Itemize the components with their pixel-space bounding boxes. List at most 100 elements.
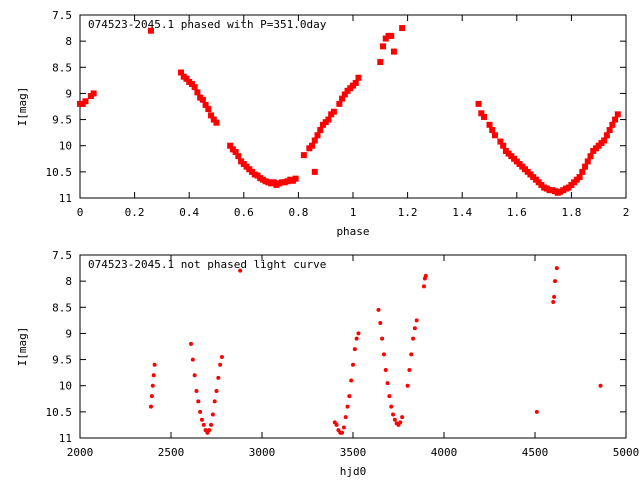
chart-2-data-point — [218, 362, 223, 367]
chart-2-data-point — [554, 266, 559, 271]
chart-2-data-point — [340, 430, 345, 435]
chart-2-data-point — [387, 394, 392, 399]
chart-2-data-point — [345, 404, 350, 409]
chart-2-data-point — [189, 341, 194, 346]
chart-1-x-tick-label: 0.8 — [288, 206, 308, 219]
chart-2-data-point — [389, 404, 394, 409]
chart-2-data-point — [385, 381, 390, 386]
chart-2-data-point — [553, 279, 558, 284]
chart-2-data-point — [411, 336, 416, 341]
chart-1-data-point — [202, 101, 209, 108]
chart-1-data-point — [399, 25, 406, 32]
chart-2-x-tick-label: 2000 — [67, 446, 94, 459]
chart-1-x-tick-label: 1.6 — [507, 206, 527, 219]
chart-2-data-point — [349, 378, 354, 383]
chart-2-data-point — [378, 320, 383, 325]
chart-2-x-tick-label: 4000 — [431, 446, 458, 459]
chart-1-data-point — [300, 152, 307, 159]
chart-1-x-tick-label: 1.4 — [452, 206, 472, 219]
chart-1-data-point — [311, 137, 318, 144]
chart-1-x-tick-label: 1.2 — [398, 206, 418, 219]
chart-1-data-point — [587, 153, 594, 160]
chart-2-data-point — [356, 331, 361, 336]
chart-1-data-point — [292, 175, 299, 182]
chart-2-y-tick-label: 9.5 — [52, 354, 72, 367]
chart-2-data-point — [409, 352, 414, 357]
chart-2-y-tick-label: 8.5 — [52, 301, 72, 314]
chart-2-x-tick-label: 3000 — [249, 446, 276, 459]
chart-1-data-point — [603, 132, 610, 139]
chart-1-data-point — [491, 132, 498, 139]
chart-2-x-tick-label: 5000 — [613, 446, 640, 459]
chart-1-x-tick-label: 1.8 — [561, 206, 581, 219]
chart-1-x-axis-label: phase — [336, 225, 369, 238]
chart-1-data-point — [232, 148, 239, 155]
chart-2-data-point — [552, 294, 557, 299]
chart-1-y-tick-label: 9 — [65, 87, 72, 100]
chart-2-y-tick-label: 10 — [59, 380, 72, 393]
chart-1-data-point — [377, 59, 384, 66]
chart-2-data-point — [380, 336, 385, 341]
chart-2-data-point — [381, 352, 386, 357]
chart-1-data-point — [90, 90, 97, 97]
chart-2-data-point — [423, 273, 428, 278]
chart-1-data-point — [486, 121, 493, 128]
chart-2-title: 074523-2045.1 not phased light curve — [88, 258, 326, 271]
chart-1-data-point — [612, 116, 619, 123]
chart-1-x-tick-label: 0.4 — [179, 206, 199, 219]
chart-1-data-point — [205, 106, 212, 113]
chart-2-data-point — [210, 412, 215, 417]
chart-1-title: 074523-2045.1 phased with P=351.0day — [88, 18, 327, 31]
chart-1-data-point — [341, 91, 348, 98]
chart-2-data-point — [398, 420, 403, 425]
chart-2-data-point — [190, 357, 195, 362]
chart-1-data-point — [584, 158, 591, 165]
chart-2-data-point — [219, 354, 224, 359]
chart-2-data-point — [150, 383, 155, 388]
chart-1-data-point — [325, 116, 332, 123]
chart-2-data-point — [212, 399, 217, 404]
chart-2-data-point — [391, 412, 396, 417]
chart-2-data-point — [407, 368, 412, 373]
chart-2-data-point — [421, 284, 426, 289]
chart-2-data-point — [383, 368, 388, 373]
chart-1-x-tick-label: 1 — [350, 206, 357, 219]
chart-1-data-point — [380, 43, 387, 50]
chart-1-data-point — [579, 168, 586, 175]
chart-2-data-point — [352, 347, 357, 352]
chart-1-data-point — [314, 132, 321, 139]
chart-2-data-point — [214, 388, 219, 393]
chart-1-y-tick-label: 8.5 — [52, 61, 72, 74]
chart-1-x-tick-label: 0.6 — [234, 206, 254, 219]
chart-2-data-point — [343, 415, 348, 420]
chart-2-data-point — [376, 307, 381, 312]
chart-1-x-tick-label: 0.2 — [125, 206, 145, 219]
chart-2-data-point — [192, 373, 197, 378]
chart-1-data-point — [330, 108, 337, 115]
chart-2-data-point — [149, 394, 154, 399]
chart-2-x-axis-label: hjd0 — [340, 465, 367, 478]
chart-1-y-tick-label: 7.5 — [52, 9, 72, 22]
chart-2-data-point — [152, 362, 157, 367]
chart-1-y-tick-label: 10.5 — [46, 166, 73, 179]
chart-1-data-point — [82, 98, 89, 105]
chart-1-data-point — [606, 127, 613, 134]
chart-1-data-point — [311, 168, 318, 175]
chart-1-data-point — [582, 163, 589, 170]
chart-2-data-point — [405, 383, 410, 388]
chart-1-data-point — [497, 138, 504, 145]
chart-1-data-point — [235, 153, 242, 160]
chart-1-data-point — [339, 95, 346, 102]
chart-1-data-point — [481, 113, 488, 120]
chart-2-data-point — [194, 388, 199, 393]
chart-1-data-point — [576, 174, 583, 181]
chart-2-y-tick-label: 7.5 — [52, 249, 72, 262]
chart-2-data-point — [551, 300, 556, 305]
chart-2-data-point — [207, 428, 212, 433]
chart-1-data-point — [489, 127, 496, 134]
chart-1-data-point — [614, 111, 621, 118]
chart-1-plot-frame — [79, 14, 627, 199]
chart-1-data-point — [183, 75, 190, 82]
